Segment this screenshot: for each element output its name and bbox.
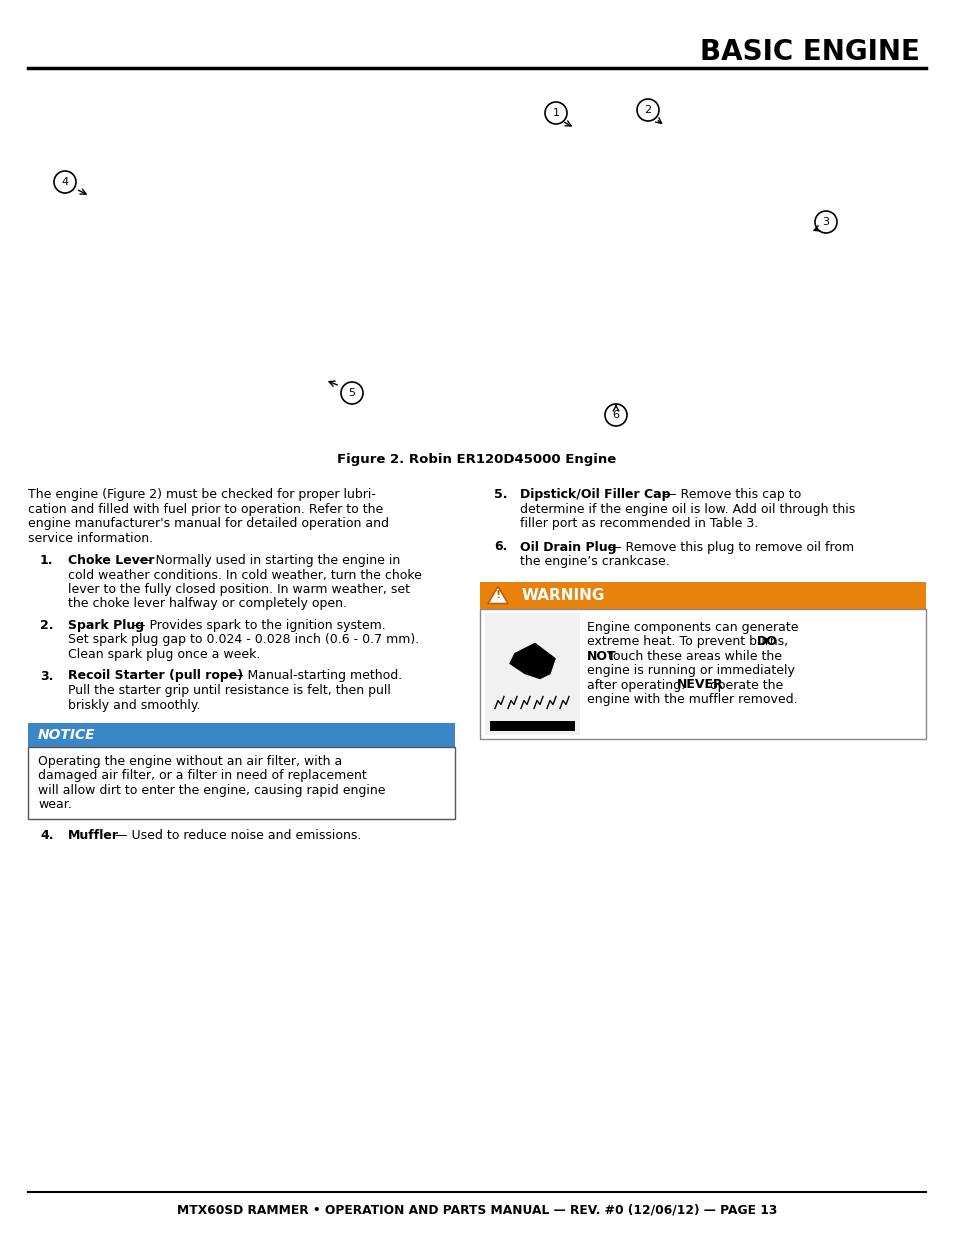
Text: touch these areas while the: touch these areas while the bbox=[604, 650, 781, 662]
Text: the engine’s crankcase.: the engine’s crankcase. bbox=[519, 555, 669, 568]
Text: 5.: 5. bbox=[494, 488, 507, 501]
Text: 6.: 6. bbox=[494, 541, 507, 553]
Text: !: ! bbox=[495, 590, 500, 600]
Circle shape bbox=[544, 103, 566, 124]
Text: WARNING: WARNING bbox=[521, 588, 605, 603]
Circle shape bbox=[814, 211, 836, 233]
Text: — Used to reduce noise and emissions.: — Used to reduce noise and emissions. bbox=[111, 829, 360, 842]
Text: 2: 2 bbox=[644, 105, 651, 115]
Text: briskly and smoothly.: briskly and smoothly. bbox=[68, 699, 200, 711]
Text: — Remove this plug to remove oil from: — Remove this plug to remove oil from bbox=[605, 541, 854, 553]
Text: service information.: service information. bbox=[28, 531, 153, 545]
Circle shape bbox=[54, 170, 76, 193]
Text: Clean spark plug once a week.: Clean spark plug once a week. bbox=[68, 648, 260, 661]
Bar bbox=[28, 747, 455, 819]
Text: MTX60SD RAMMER • OPERATION AND PARTS MANUAL — REV. #0 (12/06/12) — PAGE 13: MTX60SD RAMMER • OPERATION AND PARTS MAN… bbox=[176, 1203, 777, 1216]
Text: Choke Lever: Choke Lever bbox=[68, 555, 154, 567]
Text: will allow dirt to enter the engine, causing rapid engine: will allow dirt to enter the engine, cau… bbox=[38, 784, 385, 797]
Text: — Normally used in starting the engine in: — Normally used in starting the engine i… bbox=[135, 555, 400, 567]
Polygon shape bbox=[510, 643, 555, 678]
Text: cold weather conditions. In cold weather, turn the choke: cold weather conditions. In cold weather… bbox=[68, 568, 421, 582]
Text: Operating the engine without an air filter, with a: Operating the engine without an air filt… bbox=[38, 755, 342, 768]
Circle shape bbox=[637, 99, 659, 121]
Text: 6: 6 bbox=[612, 410, 618, 420]
Text: 5: 5 bbox=[348, 388, 355, 398]
Text: Pull the starter grip until resistance is felt, then pull: Pull the starter grip until resistance i… bbox=[68, 684, 391, 697]
Text: 4.: 4. bbox=[40, 829, 53, 842]
Text: engine manufacturer's manual for detailed operation and: engine manufacturer's manual for detaile… bbox=[28, 517, 389, 530]
Text: 2.: 2. bbox=[40, 619, 53, 632]
Circle shape bbox=[340, 382, 363, 404]
Text: wear.: wear. bbox=[38, 799, 71, 811]
Text: determine if the engine oil is low. Add oil through this: determine if the engine oil is low. Add … bbox=[519, 503, 854, 515]
Text: the choke lever halfway or completely open.: the choke lever halfway or completely op… bbox=[68, 598, 347, 610]
Text: extreme heat. To prevent burns,: extreme heat. To prevent burns, bbox=[586, 635, 791, 648]
Text: engine with the muffler removed.: engine with the muffler removed. bbox=[586, 693, 797, 706]
Text: cation and filled with fuel prior to operation. Refer to the: cation and filled with fuel prior to ope… bbox=[28, 503, 383, 515]
Text: Oil Drain Plug: Oil Drain Plug bbox=[519, 541, 616, 553]
Bar bbox=[484, 613, 579, 735]
Text: filler port as recommended in Table 3.: filler port as recommended in Table 3. bbox=[519, 517, 758, 530]
Text: NOT: NOT bbox=[586, 650, 616, 662]
Text: Set spark plug gap to 0.024 - 0.028 inch (0.6 - 0.7 mm).: Set spark plug gap to 0.024 - 0.028 inch… bbox=[68, 634, 418, 646]
Text: operate the: operate the bbox=[705, 678, 782, 692]
Text: Recoil Starter (pull rope): Recoil Starter (pull rope) bbox=[68, 669, 243, 683]
Text: — Remove this cap to: — Remove this cap to bbox=[659, 488, 801, 501]
Bar bbox=[490, 720, 575, 730]
Text: after operating.: after operating. bbox=[586, 678, 688, 692]
Circle shape bbox=[604, 404, 626, 426]
Text: 3.: 3. bbox=[40, 669, 53, 683]
Text: — Manual-starting method.: — Manual-starting method. bbox=[227, 669, 401, 683]
Bar bbox=[28, 722, 455, 747]
Polygon shape bbox=[488, 587, 507, 604]
Text: 3: 3 bbox=[821, 217, 828, 227]
Text: lever to the fully closed position. In warm weather, set: lever to the fully closed position. In w… bbox=[68, 583, 410, 597]
Text: 1: 1 bbox=[552, 107, 558, 119]
Bar bbox=[479, 609, 925, 739]
Text: Engine components can generate: Engine components can generate bbox=[586, 620, 798, 634]
Text: Spark Plug: Spark Plug bbox=[68, 619, 144, 632]
Text: damaged air filter, or a filter in need of replacement: damaged air filter, or a filter in need … bbox=[38, 769, 366, 783]
Text: 1.: 1. bbox=[40, 555, 53, 567]
Text: engine is running or immediately: engine is running or immediately bbox=[586, 664, 794, 677]
Text: 4: 4 bbox=[61, 177, 69, 186]
Text: The engine (Figure 2) must be checked for proper lubri-: The engine (Figure 2) must be checked fo… bbox=[28, 488, 375, 501]
Bar bbox=[479, 582, 925, 609]
Text: — Provides spark to the ignition system.: — Provides spark to the ignition system. bbox=[129, 619, 385, 632]
Text: Figure 2. Robin ER120D45000 Engine: Figure 2. Robin ER120D45000 Engine bbox=[337, 453, 616, 466]
Text: NEVER: NEVER bbox=[677, 678, 723, 692]
Text: DO: DO bbox=[756, 635, 777, 648]
Text: Dipstick/Oil Filler Cap: Dipstick/Oil Filler Cap bbox=[519, 488, 670, 501]
Text: NOTICE: NOTICE bbox=[38, 727, 95, 742]
Text: BASIC ENGINE: BASIC ENGINE bbox=[700, 38, 919, 65]
Text: Muffler: Muffler bbox=[68, 829, 119, 842]
